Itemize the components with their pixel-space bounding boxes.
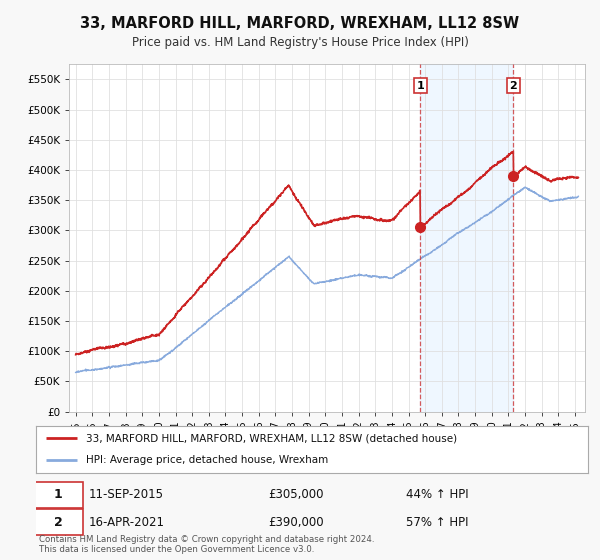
Text: HPI: Average price, detached house, Wrexham: HPI: Average price, detached house, Wrex… — [86, 455, 328, 465]
Bar — [420, 64, 514, 412]
Text: £305,000: £305,000 — [268, 488, 323, 501]
Text: 33, MARFORD HILL, MARFORD, WREXHAM, LL12 8SW: 33, MARFORD HILL, MARFORD, WREXHAM, LL12… — [80, 16, 520, 31]
Text: 2: 2 — [54, 516, 62, 529]
Text: Contains HM Land Registry data © Crown copyright and database right 2024.
This d: Contains HM Land Registry data © Crown c… — [39, 535, 374, 554]
Text: 57% ↑ HPI: 57% ↑ HPI — [406, 516, 469, 529]
Text: 1: 1 — [54, 488, 62, 501]
FancyBboxPatch shape — [33, 482, 83, 508]
Text: 1: 1 — [416, 81, 424, 91]
Text: £390,000: £390,000 — [268, 516, 323, 529]
Text: 33, MARFORD HILL, MARFORD, WREXHAM, LL12 8SW (detached house): 33, MARFORD HILL, MARFORD, WREXHAM, LL12… — [86, 433, 457, 444]
Text: 16-APR-2021: 16-APR-2021 — [88, 516, 164, 529]
Text: 11-SEP-2015: 11-SEP-2015 — [88, 488, 163, 501]
Text: 44% ↑ HPI: 44% ↑ HPI — [406, 488, 469, 501]
Text: Price paid vs. HM Land Registry's House Price Index (HPI): Price paid vs. HM Land Registry's House … — [131, 36, 469, 49]
Text: 2: 2 — [509, 81, 517, 91]
FancyBboxPatch shape — [33, 509, 83, 535]
